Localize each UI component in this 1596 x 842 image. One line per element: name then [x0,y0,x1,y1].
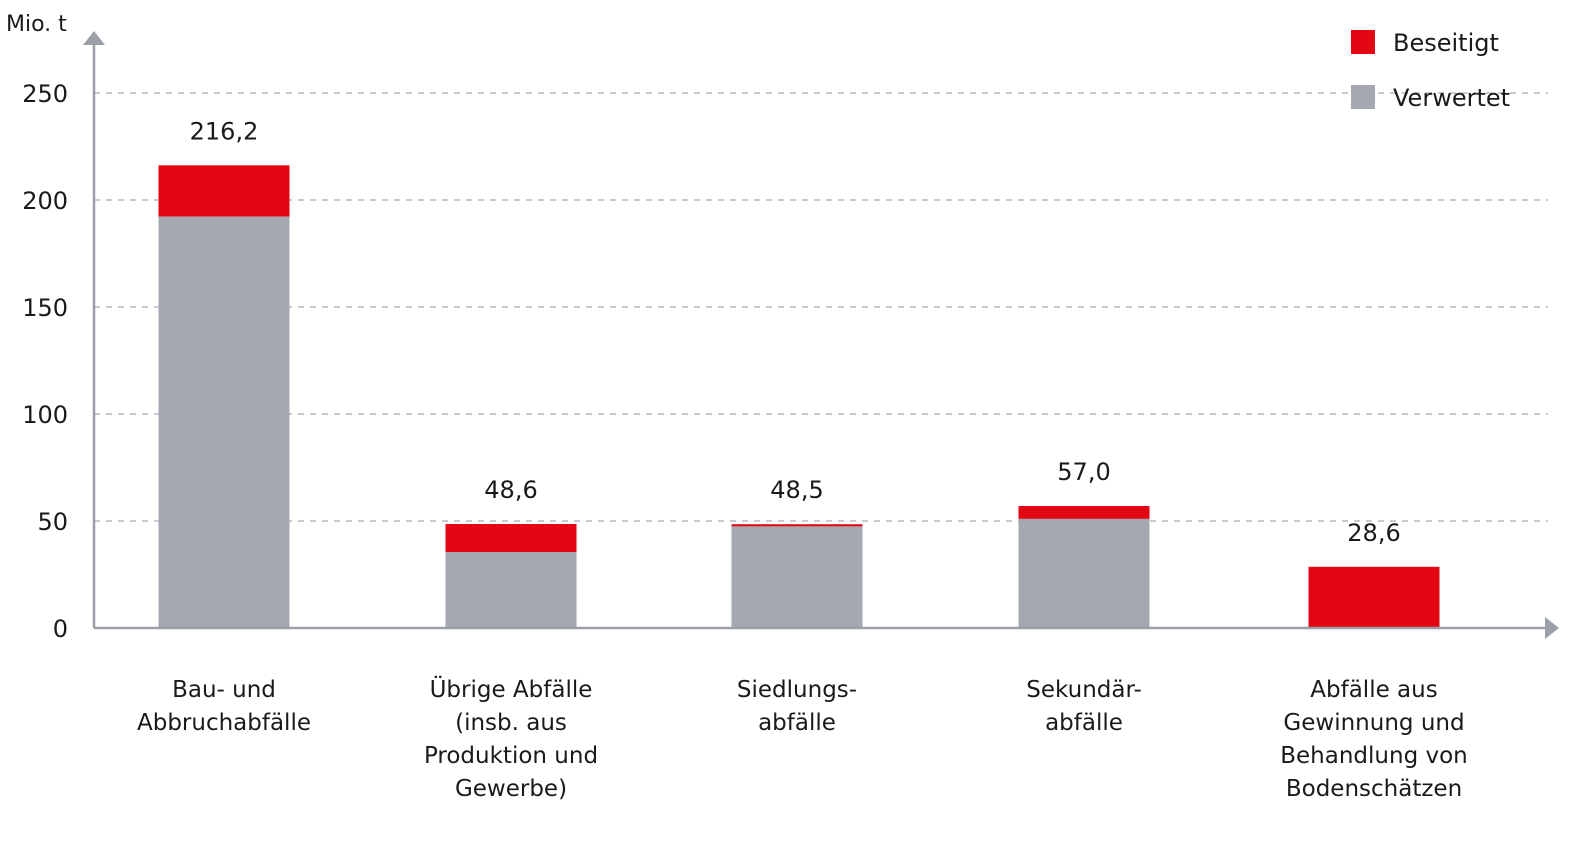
bar-total-label: 48,6 [484,476,537,504]
bar-segment-beseitigt [1308,566,1440,628]
bar-total-label: 57,0 [1057,458,1110,486]
bar-segment-verwertet [445,552,577,628]
legend-label-verwertet: Verwertet [1393,84,1510,112]
bar-segment-beseitigt [158,165,290,217]
y-tick-labels: 0 50 100 150 200 250 [22,80,68,643]
legend-swatch-beseitigt [1351,30,1375,54]
x-category-label: Übrige Abfälle (insb. aus Produktion und… [423,677,599,802]
bar-segment-beseitigt [1018,506,1150,519]
bar-segment-verwertet [731,526,863,628]
y-tick-label: 200 [22,187,68,215]
x-axis-arrow [1545,617,1559,639]
bar-total-label: 216,2 [190,117,259,145]
total-labels: 216,2 48,6 48,5 57,0 28,6 [190,117,1401,546]
y-tick-label: 250 [22,80,68,108]
grid-lines [94,92,1548,522]
y-tick-label: 150 [22,294,68,322]
y-tick-label: 50 [37,508,68,536]
bar-segment-verwertet [1018,518,1150,628]
bar-total-label: 28,6 [1347,519,1400,547]
y-tick-label: 100 [22,401,68,429]
x-category-label: Abfälle aus Gewinnung und Behandlung von… [1280,677,1468,802]
y-tick-label: 0 [53,615,68,643]
y-axis-arrow [83,31,105,45]
bars [158,165,1440,628]
legend: Beseitigt Verwertet [1351,29,1510,112]
x-category-label: Sekundär- abfälle [1026,677,1142,736]
y-axis-unit-label: Mio. t [6,12,67,37]
legend-label-beseitigt: Beseitigt [1393,29,1499,57]
bar-segment-beseitigt [731,524,863,527]
x-category-label: Bau- und Abbruchabfälle [136,677,311,736]
x-category-label: Siedlungs- abfälle [736,677,858,736]
legend-swatch-verwertet [1351,85,1375,109]
bar-segment-beseitigt [445,523,577,553]
axes: Mio. t [6,12,1559,639]
bar-segment-verwertet [158,216,290,628]
bar-total-label: 48,5 [770,476,823,504]
